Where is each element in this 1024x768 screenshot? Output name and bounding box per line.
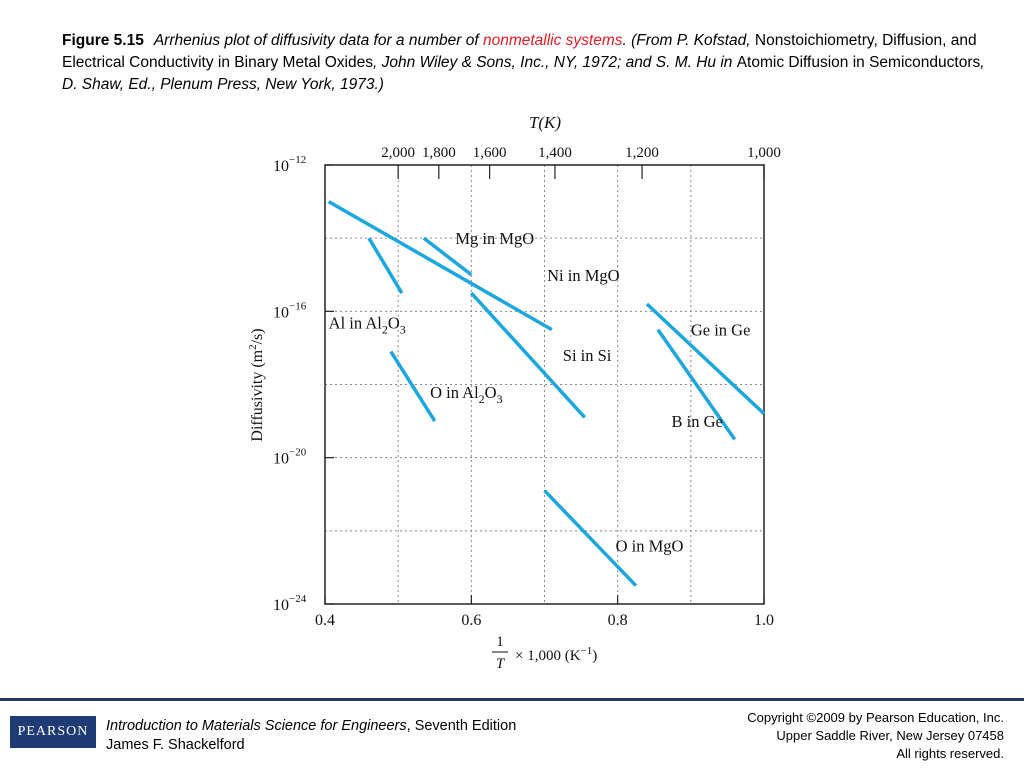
series-line-ni-in-mgo xyxy=(327,200,553,332)
series-label: O in Al2O3 xyxy=(430,383,503,406)
caption-text-6: , D. Shaw, Ed., Plenum Press, New York, … xyxy=(62,54,985,93)
y-tick-label: 10−24 xyxy=(273,593,307,614)
x-tick-label: 1.0 xyxy=(754,612,774,629)
svg-text:Diffusivity (m2/s): Diffusivity (m2/s) xyxy=(247,328,266,441)
arrhenius-chart: Mg in MgO Ni in MgO Al in Al2O3 Si in Si O i… xyxy=(247,113,781,672)
x-tick-label: 0.4 xyxy=(315,612,335,629)
book-info: Introduction to Materials Science for En… xyxy=(106,717,516,755)
x-tick-label: 0.6 xyxy=(461,612,481,629)
series-line-b-in-ge xyxy=(656,328,737,441)
series-line-mg-in-mgo xyxy=(422,236,473,277)
series-line-al-in-al-o- xyxy=(367,237,404,294)
top-tick-label: 1,400 xyxy=(538,145,572,161)
series-line-ge-in-ge xyxy=(645,302,766,416)
footer-rule xyxy=(0,698,1024,701)
book-title: Introduction to Materials Science for En… xyxy=(106,718,407,734)
y-axis-label: Diffusivity (m2/s) xyxy=(247,328,266,441)
caption-text-4: , John Wiley & Sons, Inc., NY, 1972; and… xyxy=(372,54,737,71)
top-axis-title: T(K) xyxy=(529,113,561,132)
caption-text-1: Arrhenius plot of diffusivity data for a… xyxy=(153,32,483,49)
top-tick-label: 1,600 xyxy=(473,145,507,161)
x-tick-label: 0.8 xyxy=(608,612,628,629)
top-tick-label: 2,000 xyxy=(381,145,415,161)
y-tick-label: 10−16 xyxy=(273,300,307,321)
x-label-denominator: T xyxy=(496,656,506,672)
series-label: Ge in Ge xyxy=(691,321,751,340)
y-ticks: 10−12 10−16 10−20 10−24 xyxy=(273,154,334,614)
svg-text:× 1,000 (K−1): × 1,000 (K−1) xyxy=(515,645,597,664)
series-line-o-in-al-o- xyxy=(389,350,437,423)
top-tick-label: 1,800 xyxy=(422,145,456,161)
series-label: B in Ge xyxy=(672,412,723,431)
figure-number: Figure 5.15 xyxy=(62,32,144,49)
series-label: O in MgO xyxy=(616,536,684,555)
book-author: James F. Shackelford xyxy=(106,737,245,753)
caption-highlight: nonmetallic systems xyxy=(482,32,623,49)
x-axis-label: 1 T × 1,000 (K−1) xyxy=(492,634,597,672)
caption-book-title-1: Nonstoichiometry, Diffusion, and Electri… xyxy=(62,32,977,71)
series-labels: Mg in MgO Ni in MgO Al in Al2O3 Si in Si O i… xyxy=(329,229,751,555)
plot-frame xyxy=(324,164,765,605)
series-label: Mg in MgO xyxy=(455,229,534,248)
series-label: Ni in MgO xyxy=(547,266,620,285)
top-tick-label: 1,200 xyxy=(625,145,659,161)
y-tick-label: 10−20 xyxy=(273,447,307,468)
book-edition: , Seventh Edition xyxy=(406,718,517,734)
series-label: Si in Si xyxy=(563,346,612,365)
series-label: Al in Al2O3 xyxy=(329,313,406,336)
series-lines xyxy=(327,200,766,587)
caption-book-title-2: Atomic Diffusion in Semiconductors xyxy=(736,54,981,71)
x-label-numerator: 1 xyxy=(496,634,504,650)
chart-grid xyxy=(325,165,764,604)
x-ticks: 0.4 0.6 0.8 1.0 xyxy=(315,595,774,629)
top-ticks: 2,000 1,800 1,600 1,400 1,200 1,000 xyxy=(381,145,781,179)
y-tick-label: 10−12 xyxy=(273,154,306,175)
caption-text-2: . (From P. Kofstad, xyxy=(622,32,755,49)
series-line-si-in-si xyxy=(470,291,587,419)
copyright: Copyright ©2009 by Pearson Education, In… xyxy=(747,710,1004,761)
series-line-o-in-mgo xyxy=(543,489,638,587)
figure-caption: Figure 5.15 Arrhenius plot of diffusivity… xyxy=(62,30,992,96)
top-tick-label: 1,000 xyxy=(747,145,781,161)
pearson-logo: PEARSON xyxy=(10,716,96,748)
